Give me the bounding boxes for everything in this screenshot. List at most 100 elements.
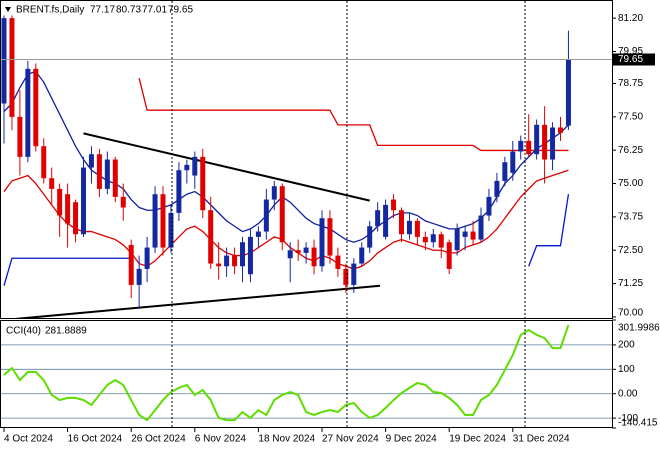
candle-body — [351, 263, 357, 285]
candle-body — [192, 156, 198, 176]
candle-body — [565, 59, 571, 126]
trendline — [83, 132, 370, 202]
candle-body — [81, 167, 86, 235]
candle-body — [73, 202, 79, 235]
indicator-line — [3, 169, 569, 270]
symbol-title: BRENT.fs,Daily — [16, 5, 84, 16]
candle-body — [279, 186, 285, 243]
indicator-line — [138, 78, 569, 152]
candle-body — [319, 218, 325, 267]
current-price-box — [613, 53, 655, 66]
candle-body — [65, 194, 71, 224]
candle-body — [367, 226, 373, 248]
candle-body — [232, 255, 238, 267]
candle-body — [287, 250, 293, 259]
candle-body — [263, 199, 269, 232]
price-frame — [0, 0, 613, 319]
candle-body — [311, 247, 317, 267]
candle-body — [25, 68, 31, 157]
candle-body — [422, 236, 428, 243]
ohlc-low: 77.01 — [142, 5, 167, 16]
y-tick-label: 79.95 — [618, 46, 643, 57]
ohlc-high: 80.73 — [116, 5, 141, 16]
candle-body — [104, 159, 110, 189]
candle-body — [383, 204, 389, 237]
candle-body — [112, 159, 118, 197]
x-tick-label: 9 Dec 2024 — [386, 434, 438, 445]
candle-body — [41, 146, 47, 179]
cci-panel — [1, 324, 612, 422]
x-tick-label: 26 Oct 2024 — [131, 434, 186, 445]
candle-body — [136, 268, 142, 285]
y-tick-label: 100 — [618, 364, 635, 375]
candle-body — [208, 210, 214, 264]
y-tick-label: 301.9986 — [618, 323, 660, 334]
y-tick-label: 200 — [618, 340, 635, 351]
axes: 81.20 79.95 78.75 77.50 76.25 75.00 73.75 72.50… — [3, 13, 660, 445]
candle-body — [176, 170, 182, 213]
candle-body — [510, 151, 516, 173]
cci-value: 281.8889 — [45, 326, 87, 337]
candle-body — [128, 244, 134, 285]
x-tick-label: 4 Oct 2024 — [4, 434, 53, 445]
candle-body — [303, 247, 309, 253]
y-tick-label: 70.00 — [618, 308, 643, 319]
candle-body — [33, 68, 39, 147]
candle-body — [494, 180, 500, 197]
x-tick-label: 19 Dec 2024 — [449, 434, 506, 445]
candle-body — [255, 231, 261, 237]
x-tick-label: 6 Nov 2024 — [195, 434, 247, 445]
candle-body — [470, 231, 476, 240]
candle-body — [49, 178, 55, 189]
candle-body — [375, 210, 381, 227]
candle-body — [152, 194, 158, 248]
candle-body — [224, 255, 230, 267]
candle-body — [96, 154, 102, 189]
candle-body — [240, 242, 245, 267]
indicator-line — [3, 194, 570, 286]
candle-body — [200, 156, 206, 211]
current-price-label: 79.65 — [618, 54, 643, 65]
candle-body — [271, 186, 277, 200]
candle-body — [446, 242, 452, 269]
y-tick-label: 76.25 — [618, 145, 643, 156]
ohlc-open: 77.17 — [90, 5, 115, 16]
y-tick-label: -100 — [618, 413, 638, 424]
candle-body — [17, 116, 23, 157]
y-tick-label: 75.00 — [618, 178, 643, 189]
candle-body — [359, 247, 365, 264]
candle-body — [438, 234, 444, 248]
x-tick-label: 27 Nov 2024 — [322, 434, 379, 445]
y-tick-label: -140.415 — [618, 418, 658, 429]
candle-body — [327, 218, 333, 256]
candle-body — [526, 140, 532, 155]
x-tick-label: 31 Dec 2024 — [513, 434, 570, 445]
candle-body — [542, 124, 548, 160]
candle-body — [120, 196, 126, 208]
candle-body — [335, 255, 341, 269]
candle-body — [502, 162, 508, 181]
candle-body — [462, 231, 468, 237]
y-tick-label: 71.25 — [618, 278, 643, 289]
collapse-icon — [5, 7, 11, 12]
price-panel — [1, 15, 612, 318]
candle-body — [534, 124, 540, 155]
candle-body — [160, 194, 166, 248]
candle-body — [399, 210, 404, 235]
candle-body — [168, 212, 174, 248]
candle-body — [550, 127, 556, 160]
candle-body — [430, 234, 436, 243]
x-tick-label: 16 Oct 2024 — [68, 434, 123, 445]
cci-title: CCI(40) — [6, 326, 41, 337]
candle-body — [486, 196, 492, 216]
candle-body — [1, 18, 7, 104]
candle-body — [144, 247, 150, 269]
candle-body — [391, 199, 397, 211]
x-tick-label: 18 Nov 2024 — [258, 434, 315, 445]
candle-body — [478, 215, 484, 240]
candle-body — [184, 164, 190, 171]
y-tick-label: 81.20 — [618, 13, 643, 24]
candle-body — [343, 268, 349, 285]
